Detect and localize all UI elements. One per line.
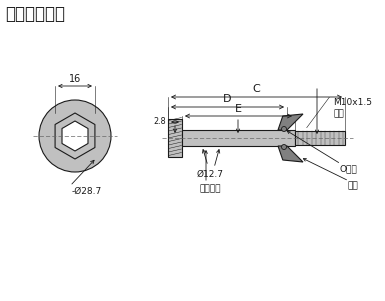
Text: Ø12.7: Ø12.7 — [196, 170, 224, 179]
Circle shape — [39, 100, 111, 172]
Polygon shape — [278, 114, 303, 130]
Text: C: C — [253, 85, 260, 95]
Polygon shape — [168, 119, 182, 157]
Text: D: D — [223, 95, 232, 104]
Circle shape — [281, 126, 286, 132]
Text: O型圈: O型圈 — [340, 164, 358, 173]
Circle shape — [281, 144, 286, 150]
Text: 16: 16 — [69, 74, 81, 84]
Text: 垂圈: 垂圈 — [347, 181, 358, 190]
Text: 2.8: 2.8 — [153, 117, 166, 126]
Text: 钉片螺栓: 钉片螺栓 — [199, 184, 221, 193]
Polygon shape — [182, 130, 295, 146]
Polygon shape — [62, 121, 88, 151]
Polygon shape — [295, 131, 345, 145]
Text: -Ø28.7: -Ø28.7 — [72, 187, 102, 196]
Polygon shape — [55, 113, 95, 159]
Polygon shape — [278, 146, 303, 162]
Text: M10x1.5
螺纹: M10x1.5 螺纹 — [333, 98, 372, 119]
Text: 钢片螺栓装置: 钢片螺栓装置 — [5, 5, 65, 23]
Text: E: E — [235, 104, 242, 113]
